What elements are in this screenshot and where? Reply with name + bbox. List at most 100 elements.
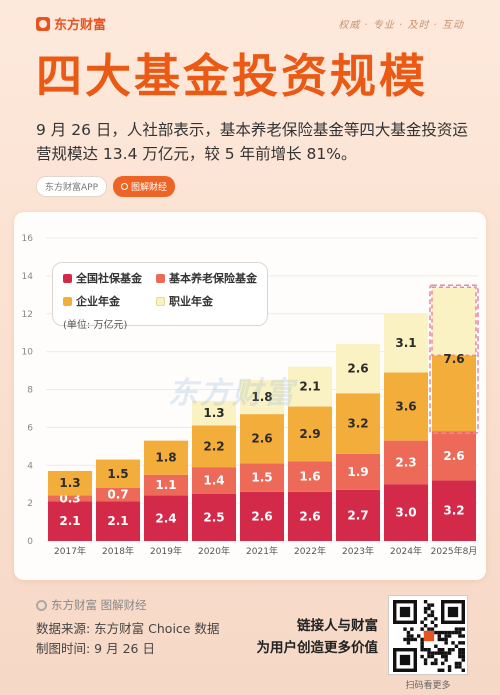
qr-module [423, 648, 428, 652]
data-label: 2.1 [59, 514, 80, 528]
qr-module [420, 627, 424, 631]
data-label: 1.1 [155, 478, 176, 492]
qr-module [434, 658, 438, 662]
data-label: 2.7 [347, 508, 368, 522]
bar-segment [48, 470, 92, 496]
qr-module [410, 637, 414, 642]
data-label: 2.3 [395, 455, 416, 469]
data-label: 3.1 [395, 336, 416, 350]
data-label: 2.6 [443, 449, 464, 463]
qr-code[interactable] [388, 595, 468, 675]
qr-module [430, 654, 435, 659]
qr-module [427, 627, 431, 631]
legend-swatch [156, 273, 165, 283]
qr-module [458, 648, 462, 652]
qr-module [437, 648, 441, 652]
qr-module [437, 634, 441, 638]
legend-label: 全国社保基金 [76, 272, 142, 285]
qr-finder [399, 606, 411, 618]
data-label: 1.8 [251, 390, 272, 404]
legend-item-social-security: 全国社保基金 [63, 270, 152, 286]
qr-finder [447, 606, 459, 618]
legend-label: 企业年金 [76, 295, 120, 308]
qr-module [430, 603, 435, 607]
qr-module [427, 606, 431, 611]
qr-module [461, 634, 465, 638]
y-tick-label: 10 [22, 348, 34, 358]
y-tick-label: 0 [27, 537, 33, 547]
qr-module [454, 630, 459, 635]
qr-module [420, 654, 424, 659]
data-label: 3.2 [347, 417, 368, 431]
qr-module [427, 603, 431, 607]
page-title: 四大基金投资规模 [36, 49, 428, 103]
data-label: 3.6 [395, 400, 416, 414]
x-tick-label: 2021年 [246, 545, 278, 557]
qr-module [461, 651, 465, 655]
qr-module [447, 648, 452, 652]
qr-module [437, 637, 441, 642]
legend-label: 基本养老保险基金 [169, 272, 257, 285]
data-label: 1.5 [251, 471, 272, 485]
qr-module [444, 637, 448, 642]
x-tick-label: 2017年 [54, 545, 86, 557]
combined-data-label: 7.6 [443, 352, 464, 366]
qr-module [447, 651, 452, 655]
bar-segment [432, 355, 476, 432]
qr-module [458, 641, 462, 645]
bar-segment [288, 366, 332, 407]
cta-line-2: 为用户创造更多价值 [256, 640, 379, 656]
bar-segment [384, 484, 428, 541]
data-label: 1.6 [299, 470, 320, 484]
description: 9 月 26 日，人社部表示，基本养老保险基金等四大基金投资运营规模达 13.4… [36, 121, 468, 163]
qr-module [444, 651, 448, 655]
column-tag[interactable]: 图解财经 [113, 176, 176, 197]
qr-module [447, 630, 452, 635]
qr-module [406, 637, 411, 642]
y-tick-label: 14 [22, 272, 34, 282]
qr-center-logo [423, 630, 435, 642]
data-label: 2.6 [299, 509, 320, 523]
qr-module [458, 630, 462, 635]
combined-highlight-box [429, 284, 479, 434]
qr-module [427, 651, 431, 655]
qr-module [420, 641, 424, 645]
x-tick-label: 2022年 [294, 545, 326, 557]
bar-segment [432, 431, 476, 481]
qr-module [434, 624, 438, 628]
qr-module [451, 648, 455, 652]
qr-module [458, 661, 462, 666]
data-label: 1.8 [155, 451, 176, 465]
qr-module [420, 648, 424, 652]
qr-module [458, 654, 462, 659]
qr-module [447, 668, 452, 672]
x-tick-label: 2023年 [342, 545, 374, 557]
qr-module [423, 600, 428, 604]
legend-swatch [156, 296, 165, 306]
qr-module [444, 634, 448, 638]
bar-segment [432, 480, 476, 541]
data-label: 2.6 [251, 432, 272, 446]
qr-module [461, 654, 465, 659]
qr-module [423, 658, 428, 662]
chart-legend: 全国社保基金 基本养老保险基金 企业年金 职业年金 (单位: 万亿元) [52, 262, 268, 331]
qr-module [441, 651, 445, 655]
qr-module [413, 637, 417, 642]
bar-segment [192, 493, 236, 541]
legend-item-occupational-annuity: 职业年金 [156, 293, 257, 309]
qr-module [430, 613, 435, 618]
qr-module [458, 665, 462, 669]
bar-segment [96, 487, 140, 502]
qr-module [437, 630, 441, 635]
bar-segment [384, 313, 428, 373]
qr-module [444, 630, 448, 635]
data-label: 2.2 [203, 439, 224, 453]
bar-segment [192, 400, 236, 426]
brand-name: 东方财富 [54, 18, 107, 33]
bar-segment [431, 286, 477, 357]
data-label: 1.3 [59, 476, 80, 490]
qr-module [434, 644, 438, 648]
bar-segment [240, 491, 284, 541]
qr-module [430, 620, 435, 624]
app-tag[interactable]: 东方财富APP [36, 176, 108, 197]
